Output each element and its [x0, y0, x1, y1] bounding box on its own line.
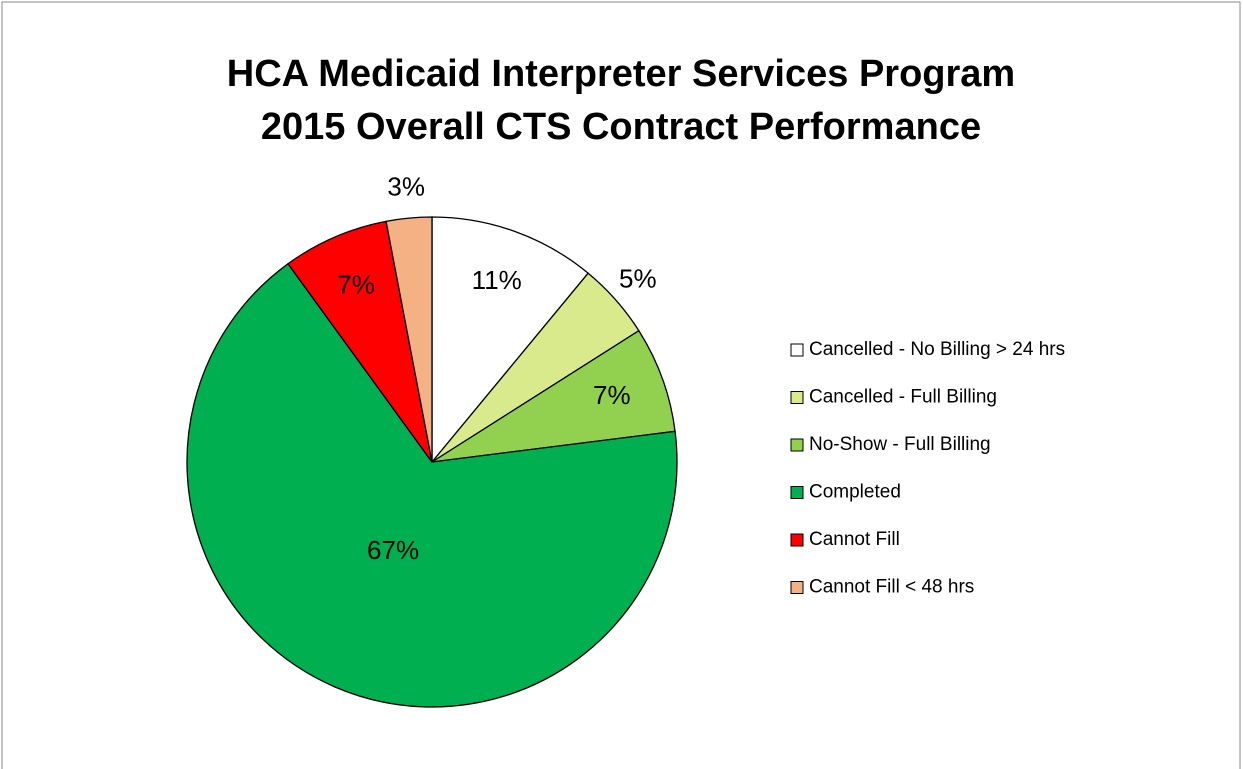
legend-swatch — [790, 486, 804, 499]
data-label: 3% — [387, 172, 425, 202]
pie-slice — [287, 220, 433, 463]
pie-slice — [385, 216, 433, 463]
legend-swatch — [790, 581, 804, 594]
legend-label: Cannot Fill < 48 hrs — [809, 577, 974, 598]
legend-label: Completed — [809, 482, 901, 503]
data-label: 7% — [337, 269, 375, 299]
chart-title: 2015 Overall CTS Contract Performance — [261, 106, 981, 148]
legend-swatch — [790, 438, 804, 452]
pie-slice — [431, 216, 590, 464]
legend-swatch — [790, 343, 804, 357]
legend-label: Cancelled - Full Billing — [809, 387, 997, 408]
pie-slice — [431, 329, 676, 463]
data-label: 67% — [367, 535, 419, 565]
data-label: 7% — [593, 380, 631, 410]
pie-slice — [186, 262, 678, 708]
legend-label: Cannot Fill — [809, 529, 900, 550]
legend-swatch — [790, 533, 804, 547]
legend-label: No-Show - Full Billing — [809, 434, 991, 455]
data-label: 5% — [619, 263, 657, 293]
chart-title: HCA Medicaid Interpreter Services Progra… — [227, 53, 1015, 95]
data-label: 11% — [472, 265, 522, 295]
legend-swatch — [790, 391, 804, 404]
legend-label: Cancelled - No Billing > 24 hrs — [809, 339, 1065, 360]
